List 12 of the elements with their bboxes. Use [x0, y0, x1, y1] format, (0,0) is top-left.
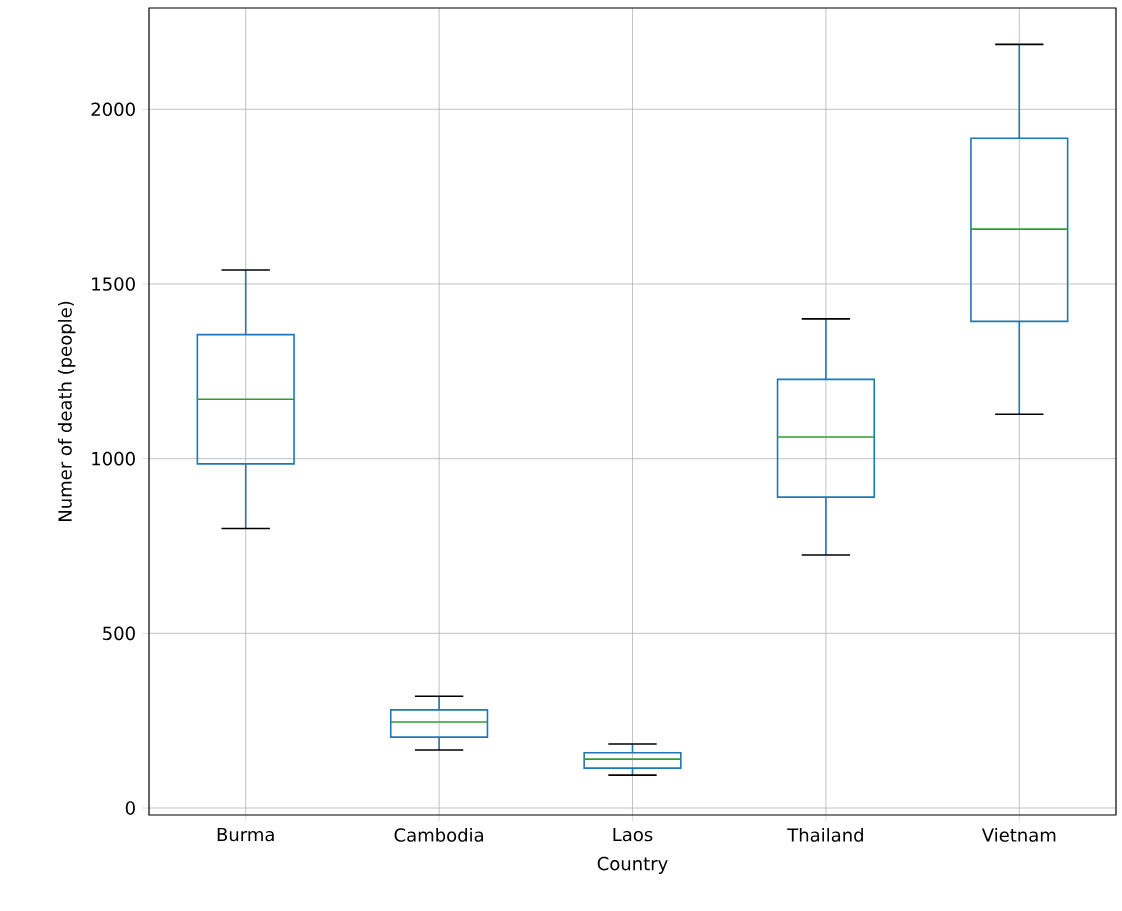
- y-tick-label: 0: [125, 801, 135, 815]
- y-tick-label: 2000: [91, 102, 135, 117]
- y-tick-label: 500: [103, 626, 135, 641]
- x-tick-label: Laos: [613, 827, 653, 842]
- x-tick-label: Vietnam: [981, 827, 1056, 842]
- x-tick-label: Cambodia: [394, 827, 483, 842]
- x-tick-label: Thailand: [787, 827, 863, 842]
- y-tick-label: 1500: [92, 277, 135, 291]
- x-axis-title: Country: [597, 856, 668, 874]
- x-tick-label: Burma: [217, 827, 274, 842]
- y-tick-label: 1000: [92, 451, 135, 466]
- y-axis-title: Numer of death (people): [57, 301, 76, 521]
